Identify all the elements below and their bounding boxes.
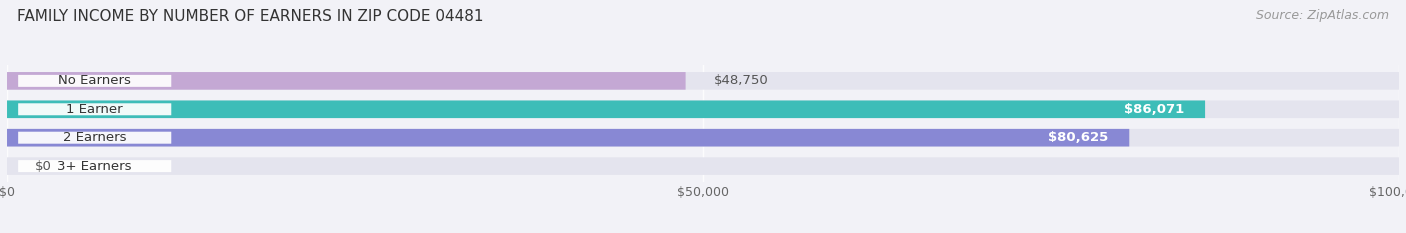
Text: No Earners: No Earners	[58, 74, 131, 87]
Text: Source: ZipAtlas.com: Source: ZipAtlas.com	[1256, 9, 1389, 22]
Text: 2 Earners: 2 Earners	[63, 131, 127, 144]
FancyBboxPatch shape	[7, 72, 1399, 90]
FancyBboxPatch shape	[18, 103, 172, 115]
Text: $86,071: $86,071	[1123, 103, 1184, 116]
FancyBboxPatch shape	[7, 157, 1399, 175]
Text: $48,750: $48,750	[713, 74, 768, 87]
FancyBboxPatch shape	[18, 132, 172, 144]
FancyBboxPatch shape	[18, 160, 172, 172]
Text: 1 Earner: 1 Earner	[66, 103, 124, 116]
FancyBboxPatch shape	[18, 75, 172, 87]
Text: FAMILY INCOME BY NUMBER OF EARNERS IN ZIP CODE 04481: FAMILY INCOME BY NUMBER OF EARNERS IN ZI…	[17, 9, 484, 24]
FancyBboxPatch shape	[7, 100, 1205, 118]
FancyBboxPatch shape	[7, 100, 1399, 118]
FancyBboxPatch shape	[7, 129, 1399, 147]
FancyBboxPatch shape	[7, 72, 686, 90]
Text: 3+ Earners: 3+ Earners	[58, 160, 132, 173]
FancyBboxPatch shape	[7, 129, 1129, 147]
Text: $80,625: $80,625	[1047, 131, 1108, 144]
Text: $0: $0	[35, 160, 52, 173]
